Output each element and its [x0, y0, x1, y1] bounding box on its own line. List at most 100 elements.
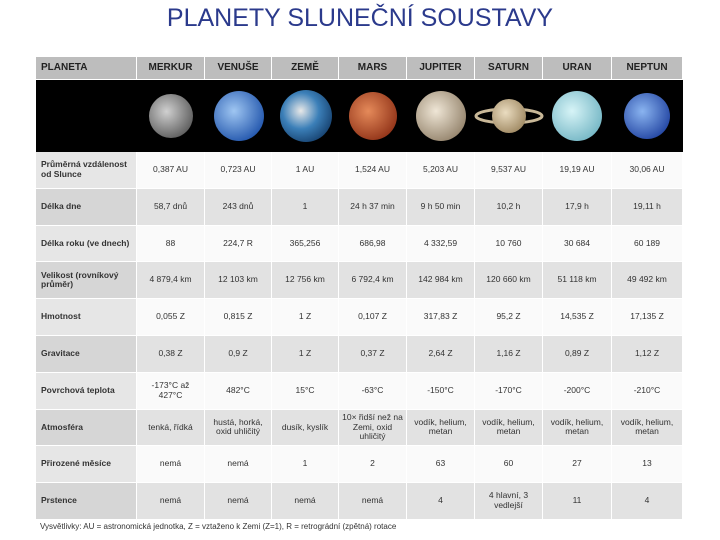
earth: [280, 90, 332, 142]
cell-value: 2: [339, 446, 407, 484]
cell-value: 12 756 km: [272, 262, 339, 300]
row-label: Průměrná vzdálenost od Slunce: [36, 152, 137, 189]
cell-value: 1: [272, 446, 339, 484]
cell-value: 51 118 km: [543, 262, 612, 300]
cell-value: -210°C: [612, 372, 683, 410]
cell-value: 13: [612, 446, 683, 484]
cell-value: 0,815 Z: [205, 299, 272, 336]
mercury: [149, 94, 193, 138]
column-header: VENUŠE: [205, 57, 272, 80]
cell-value: 317,83 Z: [407, 299, 475, 336]
cell-value: tenká, řídká: [137, 409, 205, 447]
cell-value: 4 879,4 km: [137, 262, 205, 300]
jupiter: [416, 91, 466, 141]
column-header: URAN: [543, 57, 612, 80]
row-label: Povrchová teplota: [36, 372, 137, 410]
cell-value: 17,9 h: [543, 188, 612, 226]
cell-value: 0,37 Z: [339, 336, 407, 373]
cell-value: 10× řidší než na Zemi, oxid uhličitý: [339, 409, 407, 447]
cell-value: 10,2 h: [475, 188, 543, 226]
cell-value: 15°C: [272, 372, 339, 410]
column-header: NEPTUN: [612, 57, 683, 80]
cell-value: 1,524 AU: [339, 152, 407, 189]
cell-value: 0,38 Z: [137, 336, 205, 373]
cell-value: 10 760: [475, 225, 543, 263]
cell-value: 686,98: [339, 225, 407, 263]
cell-value: 88: [137, 225, 205, 263]
cell-value: 243 dnů: [205, 188, 272, 226]
column-header: SATURN: [475, 57, 543, 80]
row-label: Přirozené měsíce: [36, 446, 137, 484]
cell-value: 0,055 Z: [137, 299, 205, 336]
cell-value: 0,9 Z: [205, 336, 272, 373]
cell-value: -200°C: [543, 372, 612, 410]
cell-value: 6 792,4 km: [339, 262, 407, 300]
cell-value: nemá: [339, 483, 407, 520]
cell-value: nemá: [205, 446, 272, 484]
cell-value: 49 492 km: [612, 262, 683, 300]
row-label: Délka roku (ve dnech): [36, 225, 137, 263]
cell-value: 58,7 dnů: [137, 188, 205, 226]
cell-value: 4: [612, 483, 683, 520]
cell-value: 60: [475, 446, 543, 484]
cell-value: 1: [272, 188, 339, 226]
column-header: ZEMĚ: [272, 57, 339, 80]
cell-value: 0,723 AU: [205, 152, 272, 189]
column-header: MERKUR: [137, 57, 205, 80]
cell-value: 1 Z: [272, 336, 339, 373]
cell-value: -63°C: [339, 372, 407, 410]
cell-value: nemá: [272, 483, 339, 520]
cell-value: 224,7 R: [205, 225, 272, 263]
cell-value: 63: [407, 446, 475, 484]
cell-value: 482°C: [205, 372, 272, 410]
cell-value: 17,135 Z: [612, 299, 683, 336]
cell-value: 9 h 50 min: [407, 188, 475, 226]
row-label: Velikost (rovníkový průměr): [36, 262, 137, 300]
cell-value: 2,64 Z: [407, 336, 475, 373]
cell-value: 4 332,59: [407, 225, 475, 263]
venus: [214, 91, 264, 141]
cell-value: 19,11 h: [612, 188, 683, 226]
cell-value: 5,203 AU: [407, 152, 475, 189]
cell-value: -170°C: [475, 372, 543, 410]
cell-value: 30 684: [543, 225, 612, 263]
row-label: Délka dne: [36, 188, 137, 226]
row-label: Gravitace: [36, 336, 137, 373]
cell-value: 9,537 AU: [475, 152, 543, 189]
cell-value: 1 Z: [272, 299, 339, 336]
cell-value: 142 984 km: [407, 262, 475, 300]
cell-value: nemá: [137, 483, 205, 520]
cell-value: 27: [543, 446, 612, 484]
cell-value: dusík, kyslík: [272, 409, 339, 447]
cell-value: nemá: [205, 483, 272, 520]
cell-value: 11: [543, 483, 612, 520]
cell-value: -150°C: [407, 372, 475, 410]
cell-value: 0,89 Z: [543, 336, 612, 373]
row-label: Atmosféra: [36, 409, 137, 447]
cell-value: 24 h 37 min: [339, 188, 407, 226]
title: PLANETY SLUNEČNÍ SOUSTAVY: [166, 4, 554, 32]
cell-value: 0,387 AU: [137, 152, 205, 189]
cell-value: hustá, horká, oxid uhličitý: [205, 409, 272, 447]
planet-table: PLANETA MERKUR VENUŠE ZEMĚ MARS JUPITER SATURN…: [36, 57, 683, 520]
cell-value: 365,256: [272, 225, 339, 263]
cell-value: -173°C až 427°C: [137, 372, 205, 410]
footnote: Vysvětlivky: AU = astronomická jednotka,…: [40, 522, 397, 531]
cell-value: 0,107 Z: [339, 299, 407, 336]
neptune: [624, 93, 670, 139]
cell-value: 4 hlavní, 3 vedlejší: [475, 483, 543, 520]
cell-value: 120 660 km: [475, 262, 543, 300]
cell-value: 1,16 Z: [475, 336, 543, 373]
cell-value: 14,535 Z: [543, 299, 612, 336]
cell-value: vodík, helium, metan: [475, 409, 543, 447]
cell-value: 19,19 AU: [543, 152, 612, 189]
cell-value: vodík, helium, metan: [543, 409, 612, 447]
cell-value: 1,12 Z: [612, 336, 683, 373]
cell-value: vodík, helium, metan: [612, 409, 683, 447]
cell-value: 60 189: [612, 225, 683, 263]
cell-value: 95,2 Z: [475, 299, 543, 336]
column-header: MARS: [339, 57, 407, 80]
cell-value: nemá: [137, 446, 205, 484]
uranus: [552, 91, 602, 141]
